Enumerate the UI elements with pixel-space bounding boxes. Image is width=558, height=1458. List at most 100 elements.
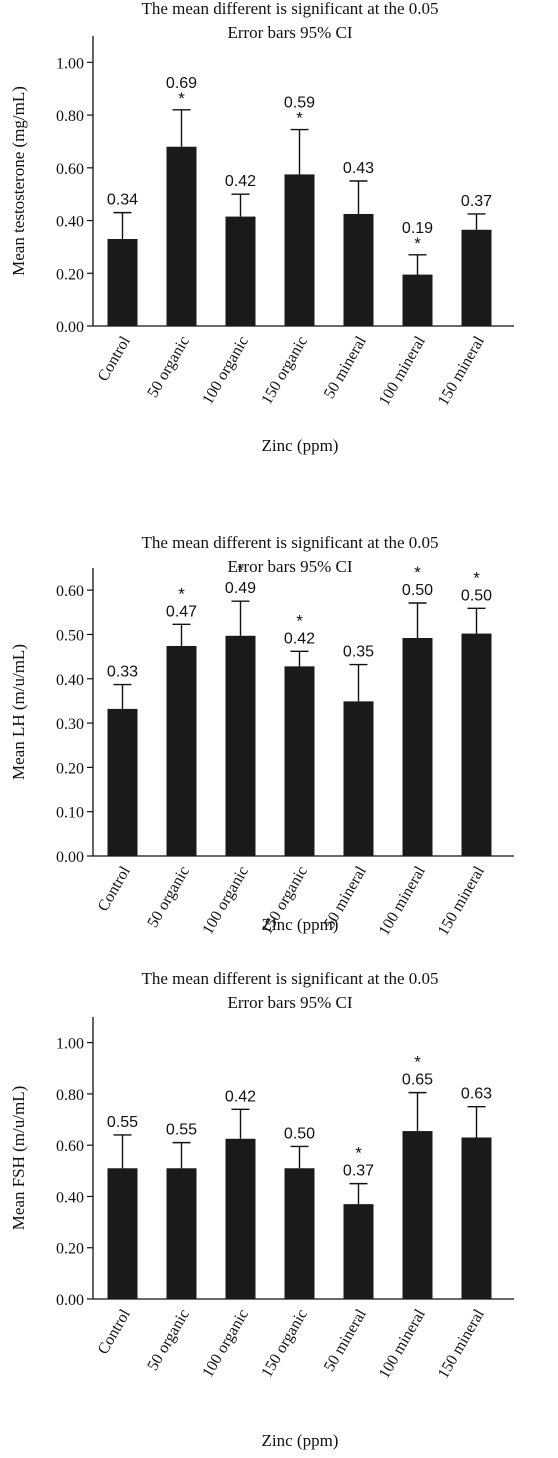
data-label: 0.55	[107, 1114, 138, 1131]
bar-6	[402, 274, 433, 326]
data-label: 0.69	[166, 75, 197, 92]
data-label: 0.35	[343, 644, 374, 661]
significance-marker: *	[237, 561, 244, 580]
data-label: 0.37	[461, 193, 492, 210]
chart-title: The mean different is significant at the…	[141, 0, 438, 18]
chart-fsh: The mean different is significant at the…	[0, 962, 558, 1458]
y-tick-label: 0.20	[56, 760, 84, 777]
bar-3	[225, 635, 256, 856]
y-tick-label: 1.00	[56, 55, 84, 72]
bar-1	[107, 239, 138, 326]
bar-4	[284, 1168, 315, 1299]
bar-1	[107, 708, 138, 856]
x-axis-label: Zinc (ppm)	[262, 915, 339, 934]
y-tick-label: 0.40	[56, 1189, 84, 1206]
bar-4	[284, 666, 315, 856]
x-tick-label: 100 organic	[199, 864, 252, 938]
y-tick-label: 0.30	[56, 716, 84, 733]
significance-marker: *	[355, 1144, 362, 1163]
y-tick-label: 0.60	[56, 161, 84, 178]
chart-fsh-svg: The mean different is significant at the…	[9, 969, 514, 1450]
data-label: 0.42	[284, 630, 315, 647]
bar-2	[166, 1168, 197, 1299]
bar-4	[284, 174, 315, 326]
x-axis-label: Zinc (ppm)	[262, 436, 339, 455]
x-tick-label: 100 mineral	[376, 333, 429, 409]
significance-marker: *	[296, 109, 303, 128]
data-label: 0.50	[461, 587, 492, 604]
data-label: 0.43	[343, 160, 374, 177]
y-tick-label: 0.40	[56, 672, 84, 689]
x-tick-label: 100 mineral	[376, 863, 429, 939]
chart-testosterone: The mean different is significant at the…	[0, 0, 558, 480]
x-tick-label: 50 organic	[144, 1307, 193, 1374]
y-tick-label: 0.80	[56, 108, 84, 125]
bar-6	[402, 1131, 433, 1299]
chart-testosterone-svg: The mean different is significant at the…	[9, 0, 514, 455]
x-tick-label: Control	[95, 863, 134, 914]
x-tick-label: 50 mineral	[321, 1306, 370, 1375]
chart-lh-svg: The mean different is significant at the…	[9, 533, 514, 939]
y-tick-label: 0.20	[56, 266, 84, 283]
y-axis-label: Mean LH (m/u/mL)	[9, 644, 28, 780]
y-tick-label: 0.00	[56, 849, 84, 866]
bar-7	[461, 1137, 492, 1299]
significance-marker: *	[414, 1053, 421, 1072]
bar-3	[225, 1138, 256, 1299]
bar-5	[343, 213, 374, 326]
significance-marker: *	[473, 568, 480, 587]
chart-lh: The mean different is significant at the…	[0, 480, 558, 962]
data-label: 0.50	[284, 1125, 315, 1142]
bar-2	[166, 146, 197, 326]
significance-marker: *	[414, 563, 421, 582]
chart-subtitle: Error bars 95% CI	[227, 993, 352, 1012]
data-label: 0.59	[284, 95, 315, 112]
y-tick-label: 0.10	[56, 805, 84, 822]
y-tick-label: 0.60	[56, 1138, 84, 1155]
x-tick-label: 150 mineral	[435, 863, 488, 939]
y-tick-label: 0.00	[56, 319, 84, 336]
data-label: 0.42	[225, 173, 256, 190]
chart-subtitle: Error bars 95% CI	[227, 23, 352, 42]
chart-title: The mean different is significant at the…	[141, 533, 438, 552]
data-label: 0.65	[402, 1072, 433, 1089]
data-label: 0.55	[166, 1122, 197, 1139]
significance-marker: *	[296, 611, 303, 630]
x-tick-label: 50 organic	[144, 864, 193, 931]
chart-subtitle: Error bars 95% CI	[227, 557, 352, 576]
y-tick-label: 0.40	[56, 214, 84, 231]
y-tick-label: 0.50	[56, 627, 84, 644]
data-label: 0.49	[225, 580, 256, 597]
data-label: 0.33	[107, 664, 138, 681]
x-tick-label: Control	[95, 1306, 134, 1357]
data-label: 0.50	[402, 582, 433, 599]
chart-title: The mean different is significant at the…	[141, 969, 438, 988]
bar-3	[225, 216, 256, 326]
x-tick-label: 150 mineral	[435, 1306, 488, 1382]
x-tick-label: 50 organic	[144, 334, 193, 401]
x-tick-label: 150 mineral	[435, 333, 488, 409]
x-tick-label: Control	[95, 333, 134, 384]
y-tick-label: 1.00	[56, 1036, 84, 1053]
significance-marker: *	[178, 89, 185, 108]
x-tick-label: 100 organic	[199, 334, 252, 408]
x-tick-label: 50 mineral	[321, 333, 370, 402]
x-tick-label: 150 organic	[258, 334, 311, 408]
data-label: 0.42	[225, 1088, 256, 1105]
bar-2	[166, 645, 197, 856]
bar-5	[343, 1204, 374, 1299]
bar-7	[461, 229, 492, 326]
data-label: 0.37	[343, 1163, 374, 1180]
y-axis-label: Mean FSH (m/u/mL)	[9, 1086, 28, 1231]
x-tick-label: 150 organic	[258, 1307, 311, 1381]
y-tick-label: 0.60	[56, 583, 84, 600]
data-label: 0.34	[107, 192, 138, 209]
bar-5	[343, 701, 374, 856]
significance-marker: *	[414, 234, 421, 253]
data-label: 0.63	[461, 1086, 492, 1103]
significance-marker: *	[178, 584, 185, 603]
bar-6	[402, 638, 433, 856]
x-axis-label: Zinc (ppm)	[262, 1431, 339, 1450]
y-tick-label: 0.00	[56, 1292, 84, 1309]
data-label: 0.47	[166, 603, 197, 620]
